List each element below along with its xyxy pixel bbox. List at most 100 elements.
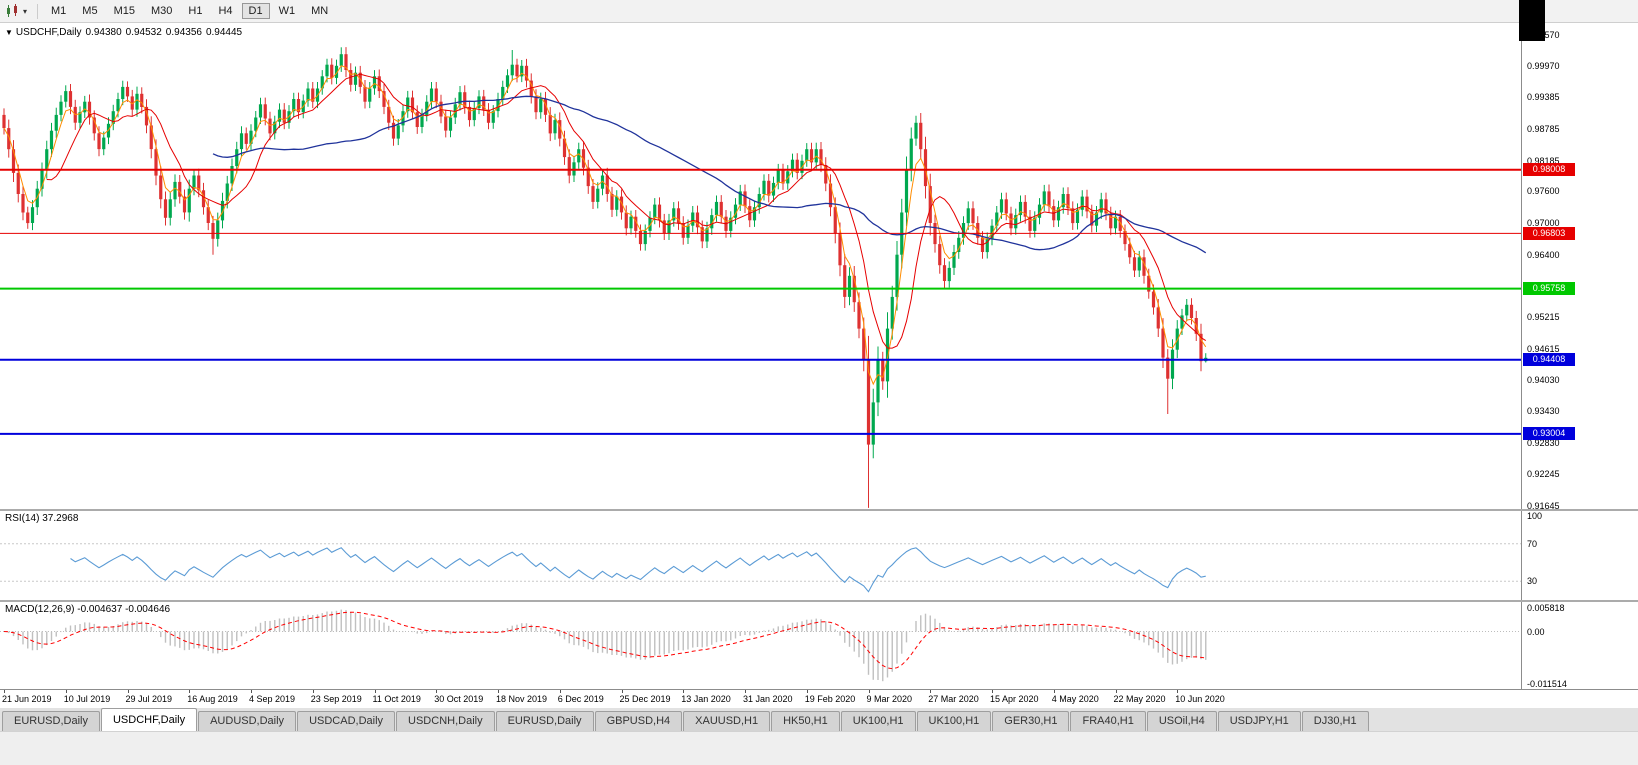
date-tick xyxy=(621,690,623,693)
candle xyxy=(330,58,334,85)
price-axis[interactable]: 0.980080.968030.957580.944080.930041.005… xyxy=(1521,22,1638,689)
candle xyxy=(1071,201,1075,230)
candle xyxy=(87,94,92,125)
candle xyxy=(510,50,514,82)
macd-axis-label: 0.005818 xyxy=(1527,603,1565,613)
timeframe-button-h1[interactable]: H1 xyxy=(188,5,203,17)
chart-tab-eurusd-daily[interactable]: EURUSD,Daily xyxy=(495,711,594,731)
candle xyxy=(159,166,163,209)
price-axis-label: 0.93430 xyxy=(1527,406,1560,417)
macd-indicator-label: MACD(12,26,9) -0.004637 -0.004646 xyxy=(5,604,170,615)
date-axis-label: 27 Mar 2020 xyxy=(928,694,979,704)
collapse-triangle-icon[interactable]: ▼ xyxy=(5,28,13,37)
chart-tab-usdchf-daily[interactable]: USDCHF,Daily xyxy=(100,708,198,731)
candle xyxy=(292,92,296,118)
candle xyxy=(249,124,253,151)
toolbar: ▾ M1 M5 M15 M30 H1 H4 D1 W1 MN xyxy=(0,0,1638,23)
chart-tab-usoil-h4[interactable]: USOil,H4 xyxy=(1146,711,1217,731)
chart-tab-xauusd-h1[interactable]: XAUUSD,H1 xyxy=(683,711,771,731)
candle xyxy=(871,388,875,459)
ohlc-high: 0.94532 xyxy=(125,27,162,38)
candle xyxy=(16,164,20,203)
date-tick xyxy=(312,690,314,693)
candle xyxy=(258,97,263,124)
ma-line-sma45 xyxy=(212,95,1207,254)
candle xyxy=(11,140,16,182)
candle xyxy=(163,191,168,226)
timeframe-button-h4[interactable]: H4 xyxy=(218,5,233,17)
candle xyxy=(885,312,890,398)
date-axis-label: 31 Jan 2020 xyxy=(743,694,793,704)
chart-tab-uk100-h1[interactable]: UK100,H1 xyxy=(916,711,992,731)
timeframe-button-d1[interactable]: D1 xyxy=(241,3,270,19)
timeframe-button-m5[interactable]: M5 xyxy=(82,5,98,17)
candle xyxy=(501,80,505,106)
candle xyxy=(1056,200,1061,227)
date-axis-label: 25 Dec 2019 xyxy=(619,694,671,704)
candle xyxy=(26,206,30,229)
timeframe-button-w1[interactable]: W1 xyxy=(278,5,296,17)
chart-tab-usdcnh-daily[interactable]: USDCNH,Daily xyxy=(396,711,495,731)
candle xyxy=(216,212,220,247)
date-tick xyxy=(4,690,5,693)
timeframe-button-mn[interactable]: MN xyxy=(311,5,329,17)
candle xyxy=(235,141,239,174)
candle xyxy=(928,173,932,236)
candle xyxy=(1204,353,1208,363)
price-axis-label: 0.96400 xyxy=(1527,249,1560,260)
candle xyxy=(220,192,225,229)
hline-price-label: 0.94408 xyxy=(1523,353,1575,367)
candle xyxy=(961,216,966,245)
chart-tab-audusd-daily[interactable]: AUDUSD,Daily xyxy=(198,711,297,731)
chart-tab-gbpusd-h4[interactable]: GBPUSD,H4 xyxy=(594,711,683,731)
candle xyxy=(866,335,871,508)
date-axis[interactable]: 21 Jun 2019 10 Jul 2019 29 Jul 2019 16 Aug … xyxy=(0,689,1638,708)
date-axis-label: 11 Oct 2019 xyxy=(372,694,421,704)
macd-panel-canvas[interactable] xyxy=(0,602,1521,689)
price-chart-canvas[interactable] xyxy=(0,22,1521,509)
candle xyxy=(377,69,381,98)
candle xyxy=(596,182,600,209)
chart-type-button[interactable]: ▾ xyxy=(0,1,32,21)
date-tick xyxy=(498,690,499,693)
date-axis-label: 10 Jul 2019 xyxy=(63,694,111,704)
candle xyxy=(149,116,153,159)
ma-line-sma10 xyxy=(46,73,1207,349)
macd-name: MACD(12,26,9) xyxy=(5,604,75,615)
chart-tab-bar: EURUSD,Daily USDCHF,Daily AUDUSD,Daily USDC… xyxy=(0,707,1638,731)
timeframe-button-m30[interactable]: M30 xyxy=(150,5,173,17)
candle xyxy=(847,267,852,306)
candle xyxy=(843,254,847,308)
toolbar-separator xyxy=(37,3,39,19)
price-axis-label: 0.94030 xyxy=(1527,374,1560,385)
candle xyxy=(529,73,533,104)
chart-tab-eurusd-daily[interactable]: EURUSD,Daily xyxy=(2,711,100,731)
chart-tab-usdjpy-h1[interactable]: USDJPY,H1 xyxy=(1217,711,1301,731)
candle xyxy=(429,82,434,109)
chart-tab-uk100-h1[interactable]: UK100,H1 xyxy=(840,711,916,731)
candle xyxy=(562,130,567,165)
date-axis-label: 23 Sep 2019 xyxy=(310,694,362,704)
date-tick xyxy=(1177,690,1179,693)
timeframe-button-m15[interactable]: M15 xyxy=(113,5,135,17)
candle xyxy=(657,197,662,228)
candle xyxy=(434,82,438,109)
chart-tab-ger30-h1[interactable]: GER30,H1 xyxy=(992,711,1070,731)
candle xyxy=(448,111,453,138)
chart-tab-hk50-h1[interactable]: HK50,H1 xyxy=(771,711,840,731)
timeframe-button-m1[interactable]: M1 xyxy=(51,5,67,17)
candle xyxy=(667,213,671,240)
candle xyxy=(197,168,201,198)
chart-tab-dj30-h1[interactable]: DJ30,H1 xyxy=(1301,711,1369,731)
candle xyxy=(828,174,833,217)
chart-tab-fra40-h1[interactable]: FRA40,H1 xyxy=(1070,711,1146,731)
chart-tab-usdcad-daily[interactable]: USDCAD,Daily xyxy=(297,711,396,731)
panel-separator[interactable] xyxy=(0,509,1638,511)
ma-line-ema4 xyxy=(3,65,1207,386)
candle xyxy=(7,119,11,158)
rsi-panel-canvas[interactable] xyxy=(0,511,1521,600)
candle xyxy=(591,179,595,209)
candle xyxy=(225,175,229,209)
panel-separator[interactable] xyxy=(0,600,1638,602)
candle xyxy=(909,127,913,182)
